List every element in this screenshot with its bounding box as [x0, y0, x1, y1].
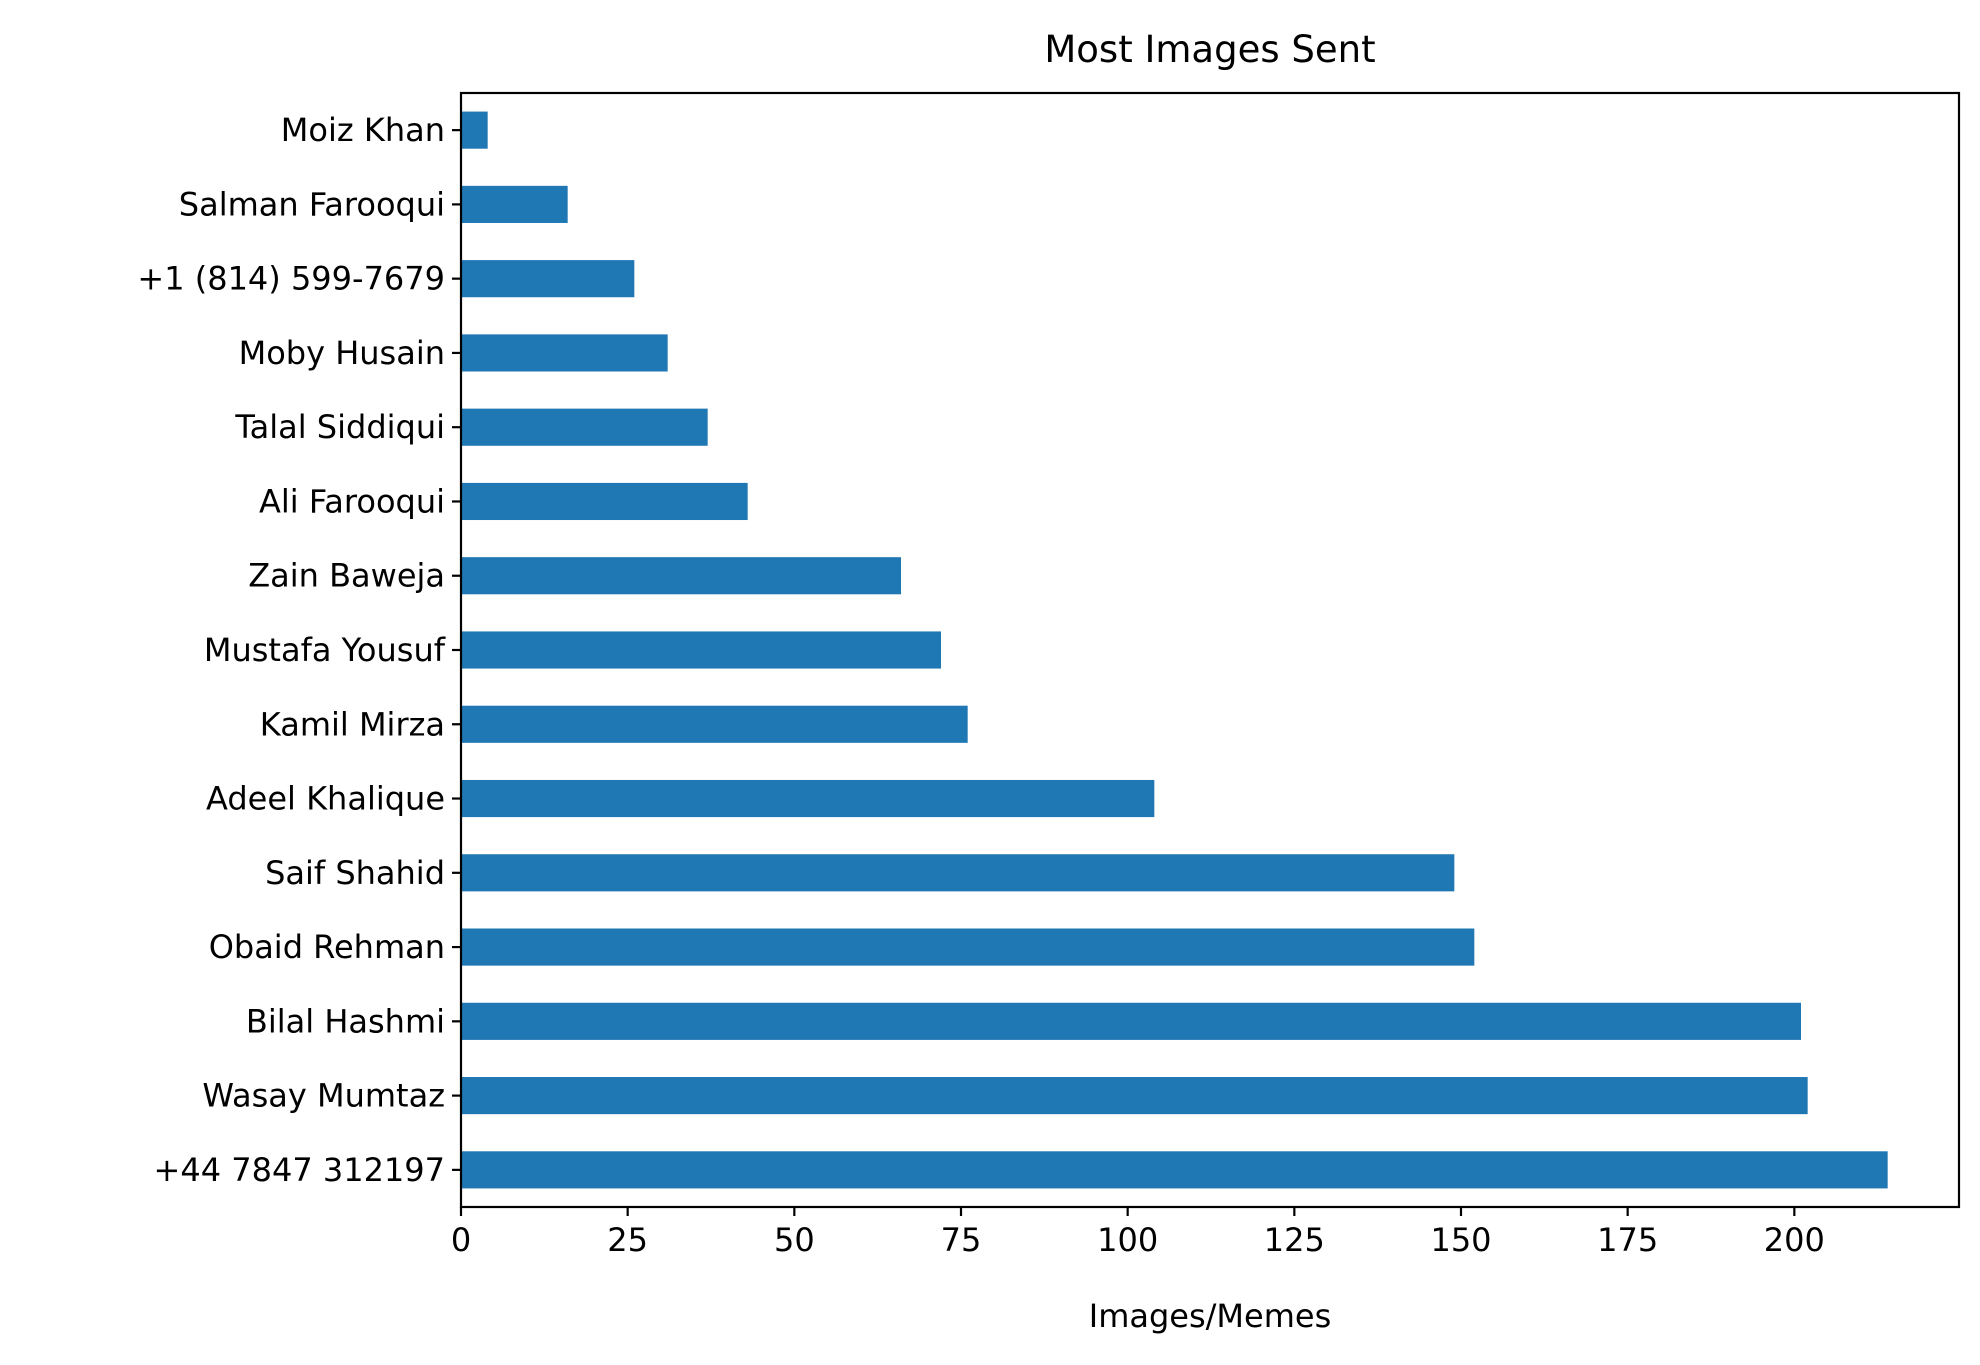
bar-9 [461, 482, 748, 521]
bar-5 [461, 779, 1155, 818]
x-tick-label: 200 [1764, 1221, 1825, 1259]
y-tick-label: Obaid Rehman [209, 928, 445, 966]
y-axis: +44 7847 312197 Wasay Mumtaz Bilal Hashmi O… [137, 111, 461, 1189]
bar-4 [461, 854, 1455, 892]
y-tick-label: Ali Farooqui [259, 482, 445, 520]
x-tick-label: 100 [1097, 1221, 1158, 1259]
y-tick-label: Saif Shahid [265, 854, 445, 892]
bar-14 [461, 111, 488, 149]
bars-layer [461, 111, 1888, 1189]
bar-13 [461, 185, 568, 223]
y-tick-label: +44 7847 312197 [154, 1151, 445, 1189]
bar-2 [461, 1002, 1801, 1040]
x-tick-label: 75 [941, 1221, 982, 1259]
y-tick-label: Kamil Mirza [260, 705, 445, 743]
y-tick-label: Adeel Khalique [206, 780, 445, 818]
y-tick-label: Salman Farooqui [179, 185, 445, 223]
y-tick-label: Wasay Mumtaz [202, 1077, 445, 1115]
bar-3 [461, 928, 1475, 966]
bar-8 [461, 557, 901, 595]
y-tick-label: Moiz Khan [281, 111, 445, 149]
bar-12 [461, 260, 635, 298]
y-tick-label: Mustafa Yousuf [204, 631, 446, 669]
x-tick-label: 175 [1597, 1221, 1658, 1259]
y-tick-label: +1 (814) 599-7679 [137, 260, 445, 298]
bar-10 [461, 408, 708, 446]
chart-title: Most Images Sent [1044, 28, 1375, 71]
bar-1 [461, 1077, 1808, 1115]
x-tick-label: 150 [1430, 1221, 1491, 1259]
x-tick-label: 50 [774, 1221, 815, 1259]
plot-frame [459, 91, 1961, 1209]
bar-7 [461, 631, 941, 669]
x-axis-label: Images/Memes [1089, 1297, 1332, 1335]
bar-11 [461, 334, 668, 372]
y-tick-label: Zain Baweja [248, 557, 445, 595]
bar-0 [461, 1151, 1888, 1189]
bar-6 [461, 705, 968, 743]
y-tick-label: Moby Husain [239, 334, 445, 372]
x-tick-label: 125 [1264, 1221, 1325, 1259]
y-tick-label: Bilal Hashmi [246, 1002, 445, 1040]
x-tick-label: 0 [451, 1221, 471, 1259]
x-axis: 0 25 50 75 100 125 150 175 200 [451, 1207, 1825, 1259]
x-tick-label: 25 [607, 1221, 648, 1259]
y-tick-label: Talal Siddiqui [234, 408, 445, 446]
